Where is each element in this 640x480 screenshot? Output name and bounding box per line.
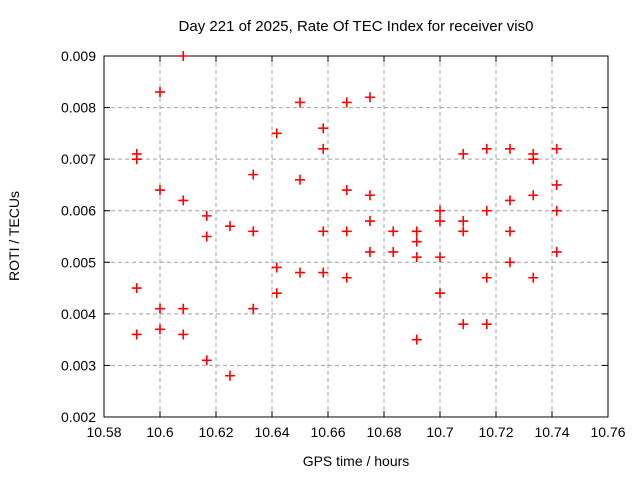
x-tick-label: 10.74	[534, 424, 569, 440]
x-axis-label: GPS time / hours	[302, 453, 410, 469]
data-point	[481, 143, 492, 154]
data-point	[365, 92, 375, 103]
data-point	[551, 246, 562, 257]
data-point	[131, 283, 142, 294]
data-point	[318, 123, 329, 134]
data-point	[295, 174, 305, 185]
data-point	[155, 87, 165, 98]
data-point	[411, 236, 422, 247]
data-point	[365, 190, 375, 201]
x-tick-label: 10.62	[198, 424, 233, 440]
data-point	[248, 303, 259, 314]
data-point	[481, 319, 492, 330]
y-tick-label: 0.008	[61, 100, 96, 116]
data-point	[481, 205, 492, 216]
data-point	[201, 231, 212, 242]
data-point	[411, 226, 422, 237]
y-axis-label: ROTI / TECUs	[6, 191, 22, 281]
y-tick-label: 0.003	[61, 357, 96, 373]
plot-border	[103, 55, 609, 418]
x-tick-label: 10.76	[590, 424, 625, 440]
data-point	[551, 205, 562, 216]
data-point	[365, 246, 375, 257]
data-point	[271, 262, 282, 273]
data-point	[341, 97, 352, 108]
data-point	[458, 216, 469, 227]
data-point	[318, 143, 329, 154]
y-tick-label: 0.004	[61, 306, 96, 322]
data-point	[365, 216, 375, 227]
x-tick-label: 10.68	[366, 424, 401, 440]
data-point	[155, 324, 165, 335]
data-point	[505, 195, 515, 206]
data-point	[435, 216, 445, 227]
data-point	[481, 272, 492, 283]
data-point	[271, 128, 282, 139]
x-tick-label: 10.6	[146, 424, 173, 440]
y-tick-label: 0.002	[61, 409, 96, 425]
chart-title: Day 221 of 2025, Rate Of TEC Index for r…	[178, 18, 534, 35]
data-point	[505, 257, 515, 268]
data-point	[435, 252, 445, 263]
data-point	[341, 272, 352, 283]
data-point	[551, 143, 562, 154]
data-point	[155, 303, 165, 314]
data-point	[131, 329, 142, 340]
data-point	[341, 226, 352, 237]
data-point	[178, 303, 189, 314]
data-point	[178, 195, 189, 206]
data-point	[505, 226, 515, 237]
data-point	[528, 190, 539, 201]
data-point	[411, 334, 422, 345]
data-point	[178, 329, 189, 340]
y-tick-label: 0.009	[61, 48, 96, 64]
data-point	[551, 179, 562, 190]
data-point	[201, 210, 212, 221]
data-point	[435, 205, 445, 216]
data-point	[505, 143, 515, 154]
y-tick-label: 0.007	[61, 151, 96, 167]
data-point	[295, 267, 305, 278]
data-point	[178, 51, 189, 61]
data-point	[271, 288, 282, 299]
data-point	[248, 226, 259, 237]
data-point	[131, 154, 142, 165]
data-point	[388, 226, 399, 237]
data-point	[341, 185, 352, 196]
data-point	[155, 185, 165, 196]
data-point	[318, 267, 329, 278]
data-point	[435, 288, 445, 299]
data-point	[318, 226, 329, 237]
data-point	[411, 252, 422, 263]
data-point	[248, 169, 259, 180]
x-tick-label: 10.7	[426, 424, 453, 440]
data-point	[295, 97, 305, 108]
data-point	[458, 226, 469, 237]
data-point	[458, 319, 469, 330]
y-tick-label: 0.005	[61, 254, 96, 270]
data-point	[388, 246, 399, 257]
x-tick-label: 10.72	[478, 424, 513, 440]
data-point	[225, 370, 235, 381]
data-point	[225, 221, 235, 232]
data-point	[528, 272, 539, 283]
data-point	[458, 148, 469, 159]
x-tick-label: 10.66	[310, 424, 345, 440]
x-tick-label: 10.58	[86, 424, 121, 440]
data-point	[528, 154, 539, 165]
data-point	[201, 355, 212, 366]
y-tick-label: 0.006	[61, 203, 96, 219]
x-tick-label: 10.64	[254, 424, 289, 440]
